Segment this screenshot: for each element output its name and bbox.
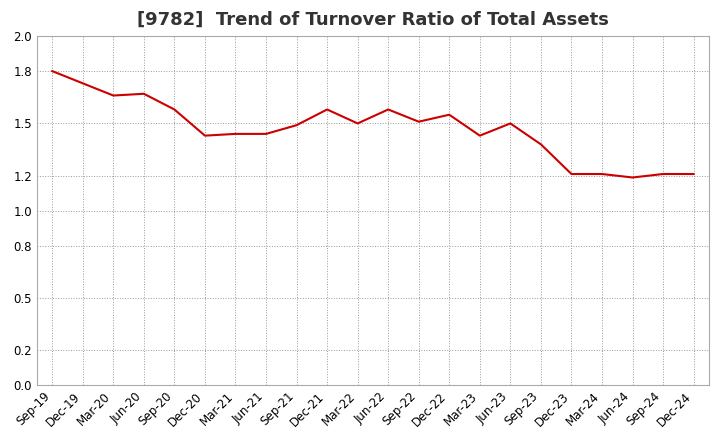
Title: [9782]  Trend of Turnover Ratio of Total Assets: [9782] Trend of Turnover Ratio of Total … xyxy=(137,11,609,29)
